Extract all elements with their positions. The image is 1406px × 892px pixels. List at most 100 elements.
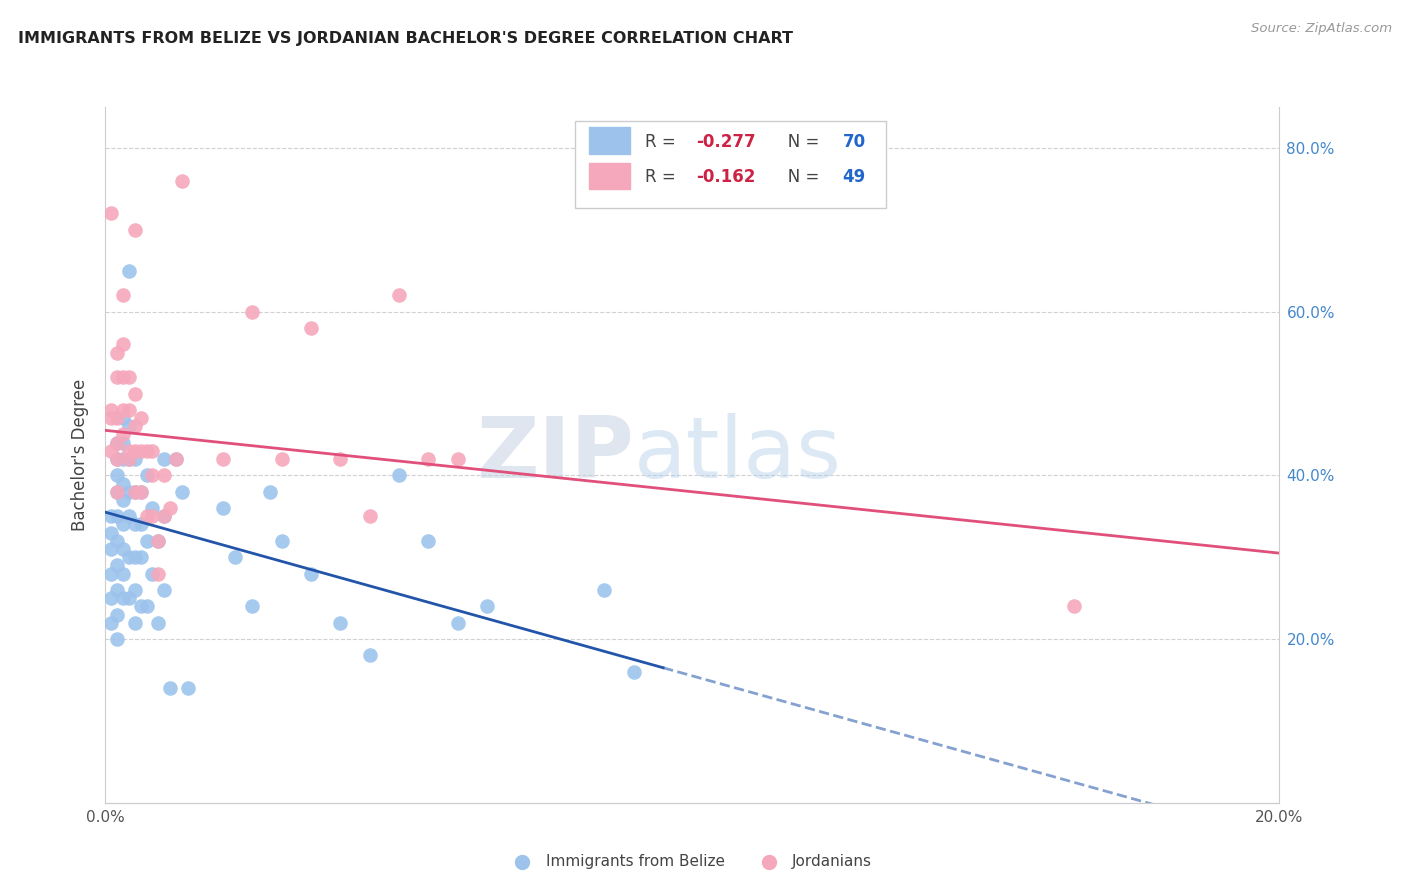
Text: R =: R = <box>645 169 682 186</box>
Point <box>124 484 146 499</box>
Point <box>299 321 322 335</box>
Point <box>105 411 128 425</box>
Point <box>141 468 163 483</box>
Point <box>100 411 122 425</box>
Point <box>148 533 170 548</box>
Point <box>129 517 152 532</box>
Point <box>118 452 141 467</box>
Point <box>100 509 122 524</box>
Point <box>124 443 146 458</box>
Point <box>105 468 128 483</box>
Text: 70: 70 <box>842 133 866 151</box>
Point <box>329 452 352 467</box>
Point <box>170 484 193 499</box>
Point <box>141 443 163 458</box>
Point <box>112 435 135 450</box>
Point <box>259 484 281 499</box>
Point <box>129 443 152 458</box>
Point <box>118 443 141 458</box>
Point <box>176 681 198 696</box>
Point <box>112 492 135 507</box>
Point <box>100 615 122 630</box>
Point <box>240 304 263 318</box>
Point <box>124 452 146 467</box>
Point <box>118 452 141 467</box>
Point <box>118 403 141 417</box>
Point <box>112 542 135 557</box>
Text: N =: N = <box>772 169 825 186</box>
Point <box>135 443 157 458</box>
Point <box>135 468 157 483</box>
Point <box>240 599 263 614</box>
Point <box>135 533 157 548</box>
Point <box>112 517 135 532</box>
Point <box>112 288 135 302</box>
Point <box>475 599 498 614</box>
Point <box>129 484 152 499</box>
Point <box>135 599 157 614</box>
Y-axis label: Bachelor's Degree: Bachelor's Degree <box>72 379 90 531</box>
Point <box>211 452 233 467</box>
Point <box>153 468 176 483</box>
Point <box>153 582 176 597</box>
Point <box>118 419 141 434</box>
Point <box>124 386 146 401</box>
Point <box>118 484 141 499</box>
Text: IMMIGRANTS FROM BELIZE VS JORDANIAN BACHELOR'S DEGREE CORRELATION CHART: IMMIGRANTS FROM BELIZE VS JORDANIAN BACH… <box>18 31 793 46</box>
Point <box>118 591 141 606</box>
Point <box>112 370 135 384</box>
Point <box>153 509 176 524</box>
Point <box>129 484 152 499</box>
Point <box>165 452 187 467</box>
Point <box>1063 599 1085 614</box>
Point <box>418 533 440 548</box>
Point <box>112 411 135 425</box>
Point <box>105 345 128 359</box>
Point <box>105 452 128 467</box>
Point <box>165 452 187 467</box>
Point <box>299 566 322 581</box>
Point <box>388 288 411 302</box>
Point <box>112 403 135 417</box>
Text: Immigrants from Belize: Immigrants from Belize <box>546 855 724 870</box>
Point <box>105 484 128 499</box>
Point <box>593 582 616 597</box>
Text: -0.162: -0.162 <box>696 169 755 186</box>
Point <box>124 550 146 565</box>
Point <box>100 443 122 458</box>
Point <box>159 501 181 516</box>
Point <box>105 435 128 450</box>
Point <box>153 509 176 524</box>
Point <box>105 632 128 646</box>
Point <box>141 509 163 524</box>
Point <box>105 484 128 499</box>
Text: R =: R = <box>645 133 682 151</box>
Point <box>105 370 128 384</box>
Point <box>124 517 146 532</box>
Point <box>129 599 152 614</box>
Point <box>418 452 440 467</box>
Point <box>170 174 193 188</box>
Point <box>135 509 157 524</box>
Point <box>105 509 128 524</box>
Point <box>118 370 141 384</box>
Point <box>100 566 122 581</box>
Point <box>105 452 128 467</box>
Point <box>446 615 468 630</box>
Point <box>224 550 246 565</box>
Point <box>112 452 135 467</box>
Point <box>105 582 128 597</box>
Point <box>124 615 146 630</box>
Point <box>112 476 135 491</box>
Point <box>329 615 352 630</box>
Point <box>112 591 135 606</box>
Point <box>124 582 146 597</box>
Text: N =: N = <box>772 133 825 151</box>
Point <box>270 533 292 548</box>
Point <box>118 550 141 565</box>
Point <box>105 607 128 622</box>
Point <box>129 411 152 425</box>
Point <box>124 419 146 434</box>
Point <box>153 452 176 467</box>
Text: ZIP: ZIP <box>477 413 634 497</box>
